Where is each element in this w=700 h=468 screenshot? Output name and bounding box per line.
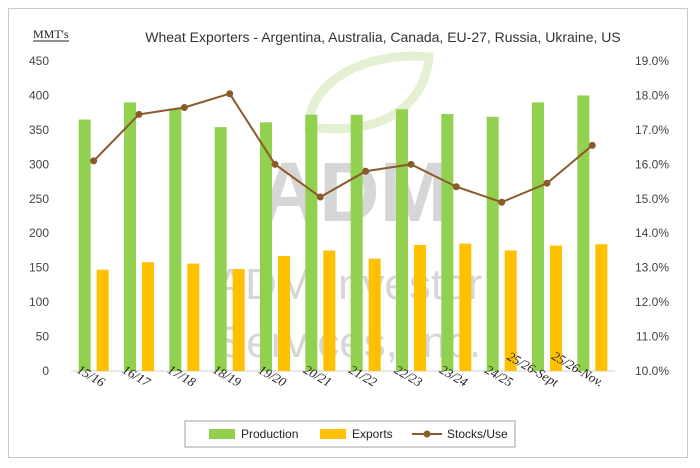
bar-exports	[504, 250, 517, 371]
stocks-use-point	[180, 104, 188, 111]
stocks-use-point	[271, 160, 279, 168]
legend-swatch-exports	[320, 429, 346, 439]
bar-exports	[414, 244, 426, 371]
y-right-tick-label: 13.0%	[635, 261, 669, 275]
y-right-tick-label: 14.0%	[635, 226, 669, 240]
bar-exports	[142, 262, 154, 371]
legend-swatch-production	[209, 429, 235, 439]
stocks-use-point	[226, 90, 234, 98]
stocks-use-point	[498, 198, 506, 206]
bar-exports	[368, 258, 381, 371]
legend: Production Exports Stocks/Use	[184, 420, 516, 448]
stocks-use-point	[588, 141, 596, 149]
y-left-tick-label: 100	[29, 295, 49, 309]
y-right-tick-label: 15.0%	[635, 192, 669, 206]
y-right-tick-label: 11.0%	[636, 330, 669, 344]
bar-exports	[550, 245, 562, 371]
stocks-use-point	[452, 183, 460, 191]
y-right-tick-label: 19.0%	[635, 54, 669, 68]
y-right-tick-label: 17.0%	[635, 123, 669, 137]
legend-label-stocks-use: Stocks/Use	[447, 427, 508, 441]
stocks-use-point	[90, 157, 98, 165]
bar-exports	[323, 250, 336, 371]
bar-exports	[459, 243, 472, 371]
line-series	[90, 90, 596, 206]
bar-production	[532, 102, 544, 371]
y-left-tick-label: 50	[36, 330, 50, 344]
bar-exports	[595, 244, 608, 371]
stocks-use-point	[362, 167, 370, 175]
chart-svg: ADM ADM Investor Services, Inc. MMT's Wh…	[29, 27, 669, 448]
y-left-tick-label: 450	[29, 54, 49, 68]
legend-swatch-stocks-use-marker	[423, 430, 431, 438]
chart-frame: ADM ADM Investor Services, Inc. MMT's Wh…	[8, 8, 688, 458]
bar-production	[260, 122, 272, 371]
bar-exports	[232, 269, 245, 371]
y-right-tick-label: 16.0%	[635, 157, 669, 171]
chart-title: Wheat Exporters - Argentina, Australia, …	[145, 29, 620, 45]
y-left-tick-label: 400	[29, 88, 49, 102]
bar-production	[350, 114, 363, 371]
y-right-tick-label: 10.0%	[635, 364, 669, 378]
stocks-use-point	[543, 179, 551, 187]
bar-production	[169, 108, 182, 372]
y-right-tick-label: 18.0%	[635, 88, 669, 102]
legend-label-exports: Exports	[352, 427, 393, 441]
bar-production	[305, 114, 318, 371]
legend-box	[184, 420, 516, 448]
stocks-use-line	[92, 92, 593, 204]
y-left-tick-label: 300	[29, 157, 49, 171]
y-left-tick-label: 350	[29, 123, 49, 137]
bar-production	[441, 114, 454, 372]
bar-production	[214, 127, 227, 371]
stocks-use-point	[316, 193, 324, 201]
bar-production	[577, 95, 590, 371]
bar-exports	[278, 255, 290, 371]
stocks-use-point	[407, 160, 415, 168]
bar-production	[486, 116, 499, 371]
y-left-tick-label: 250	[29, 192, 49, 206]
y-left-tick-label: 150	[29, 261, 49, 275]
bar-production	[124, 102, 136, 371]
y-axis-unit-label: MMT's	[33, 27, 69, 41]
bar-exports	[96, 269, 109, 371]
bar-production	[396, 109, 408, 371]
y-right-tick-label: 12.0%	[635, 295, 669, 309]
watermark-leaf-icon	[304, 51, 434, 134]
bar-exports	[187, 263, 200, 371]
y-left-tick-label: 0	[42, 364, 49, 378]
y-left-tick-label: 200	[29, 226, 49, 240]
legend-label-production: Production	[241, 427, 298, 441]
bars	[78, 95, 608, 372]
y-axis-left-ticks: 0 50 100 150 200 250 300 350 400 450	[29, 54, 49, 378]
y-axis-right-ticks: 10.0% 11.0% 12.0% 13.0% 14.0% 15.0% 16.0% 17.0%…	[635, 54, 669, 378]
bar-production	[78, 119, 91, 371]
stocks-use-point	[135, 110, 143, 118]
